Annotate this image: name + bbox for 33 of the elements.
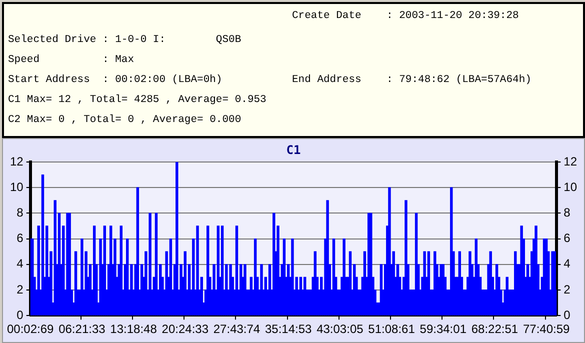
x-tick-label: 20:24:33: [162, 322, 209, 336]
y2-tick-label: 4: [564, 256, 571, 271]
y2-tick-label: 8: [564, 206, 571, 220]
x-tick-label: 51:08:61: [368, 322, 416, 336]
y2-tick-label: 10: [564, 180, 578, 194]
text: C1 Max= 12 , Total= 4285 , Average= 0.953: [8, 94, 266, 106]
x-tick-label: 00:02:69: [6, 322, 54, 336]
text: Selected Drive : 1-0-0 I: QS0B: [8, 34, 242, 46]
text: Start Address : 00:02:00 (LBA=0h): [8, 74, 222, 86]
y-tick-label: 2: [16, 282, 24, 296]
text: Speed : Max: [8, 54, 134, 66]
y-tick-label: 10: [10, 180, 24, 194]
y-tick-label: 6: [16, 231, 24, 246]
y-tick-label: 12: [10, 154, 24, 168]
y2-tick-label: 6: [564, 231, 571, 246]
y2-tick-label: 2: [564, 282, 571, 296]
text: C2 Max= 0 , Total= 0 , Average= 0.000: [8, 114, 242, 126]
x-tick-label: 77:40:59: [522, 322, 570, 336]
y2-tick-label: 12: [564, 154, 578, 168]
x-tick-label: 35:14:53: [264, 322, 312, 336]
x-tick-label: 59:34:01: [420, 322, 467, 336]
x-tick-label: 06:21:33: [58, 322, 106, 336]
x-tick-label: 43:03:05: [316, 322, 364, 336]
text: End Address : 79:48:62 (LBA=57A64h): [292, 74, 532, 86]
y-tick-label: 4: [16, 256, 24, 271]
y-tick-label: 8: [16, 206, 24, 220]
text: Create Date : 2003-11-20 20:39:28: [292, 10, 519, 22]
x-tick-label: 13:18:48: [110, 322, 158, 336]
x-tick-label: 68:22:51: [471, 322, 518, 336]
chart-title: C1: [286, 143, 301, 157]
x-tick-label: 27:43:74: [213, 322, 260, 336]
y2-tick-label: 0: [564, 308, 571, 322]
y-tick-label: 0: [16, 308, 24, 322]
